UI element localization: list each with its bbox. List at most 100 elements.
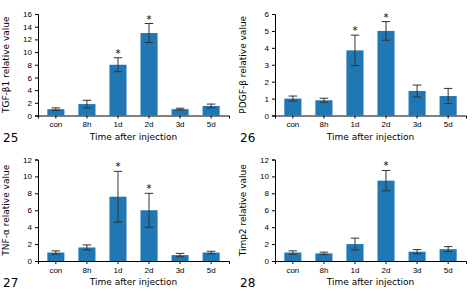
error-bar (52, 108, 61, 111)
tick-label: 8 (28, 189, 33, 198)
tick-label: 1d (351, 120, 360, 129)
y-axis: 0123456 (265, 10, 276, 121)
tick: 5d (444, 116, 453, 130)
tick-mark (55, 261, 56, 264)
x-axis-title: Time after injection (89, 277, 177, 287)
error-bar (289, 251, 298, 254)
plot-area: 0123456con8h1d2d3d5dTime after injection… (238, 10, 467, 141)
tick-label: 0 (265, 112, 270, 121)
tick: 12 (23, 156, 38, 165)
x-axis-title: Time after injection (326, 132, 414, 142)
axis-line (39, 262, 230, 265)
tick: 4 (265, 44, 275, 53)
tick-label: 0 (28, 257, 33, 266)
tick-label: 12 (23, 35, 32, 44)
tick: 4 (28, 223, 38, 232)
tick-mark (272, 193, 275, 194)
tick-label: 0 (265, 257, 270, 266)
axis-line (272, 160, 276, 262)
tick-label: con (286, 120, 299, 129)
tick-label: 8 (28, 61, 33, 70)
error-bar (444, 247, 453, 252)
tick-mark (272, 99, 275, 100)
tick: 8 (28, 61, 38, 70)
tick-label: 0 (28, 112, 33, 121)
tick-label: 6 (28, 206, 33, 215)
tick-mark (386, 116, 387, 119)
tick-mark (354, 261, 355, 264)
tick-label: 2d (145, 266, 154, 275)
tick: 3 (265, 61, 275, 70)
tick-label: 5d (207, 120, 216, 129)
tick: 6 (28, 73, 38, 82)
panel: 0123456con8h1d2d3d5dTime after injection… (238, 10, 467, 144)
tick: 10 (23, 172, 38, 181)
tick-label: 2d (145, 120, 154, 129)
tick: 12 (260, 156, 275, 165)
marks (47, 171, 219, 261)
tick-mark (149, 261, 150, 264)
tick-mark (272, 244, 275, 245)
tick-mark (35, 39, 38, 40)
tick-label: 8h (319, 120, 328, 129)
annotation: * (352, 25, 357, 36)
tick-label: 4 (28, 223, 33, 232)
tick: 0 (28, 257, 38, 266)
tick: 14 (23, 23, 38, 32)
tick-label: 8h (82, 266, 91, 275)
error-bar (114, 171, 123, 222)
tick-label: 8h (82, 120, 91, 129)
tick-mark (417, 261, 418, 264)
tick-mark (86, 116, 87, 119)
tick: 10 (260, 172, 275, 181)
tick-mark (35, 176, 38, 177)
tick: 5d (207, 116, 216, 130)
tick-mark (35, 14, 38, 15)
y-axis-title: PDGF-β relative value (238, 15, 248, 113)
tick: 2 (28, 240, 38, 249)
tick-mark (272, 82, 275, 83)
tick: con (49, 116, 62, 130)
x-axis: con8h1d2d3d5d (276, 261, 467, 275)
tick-label: 12 (23, 156, 32, 165)
error-bar (413, 85, 422, 97)
tick: 3d (176, 261, 185, 275)
error-bar (114, 58, 123, 72)
error-bar (207, 104, 216, 108)
tick: 3d (413, 116, 422, 130)
tick: 5d (207, 261, 216, 275)
tick: 2 (265, 240, 275, 249)
tick-mark (272, 116, 275, 117)
tick-label: 5 (265, 27, 270, 36)
panel: 024681012con8h1d2d3d5dTime after injecti… (1, 156, 230, 290)
tick: 4 (265, 223, 275, 232)
tick-mark (149, 116, 150, 119)
error-bar (289, 96, 298, 101)
tick-label: 1d (351, 266, 360, 275)
tick-mark (417, 116, 418, 119)
tick-label: 4 (28, 86, 33, 95)
tick: 5 (265, 27, 275, 36)
bar (377, 181, 394, 261)
error-bar (413, 250, 422, 254)
tick: 1 (265, 95, 275, 104)
tick-label: con (49, 120, 62, 129)
tick-mark (354, 116, 355, 119)
tick-label: 3d (176, 266, 185, 275)
x-axis-title: Time after injection (89, 132, 177, 142)
tick: 8h (82, 261, 91, 275)
tick: con (286, 261, 299, 275)
tick-label: 2 (28, 240, 33, 249)
error-bar (145, 193, 154, 227)
tick-mark (35, 103, 38, 104)
tick-label: 10 (23, 48, 32, 57)
annotation: * (147, 14, 152, 25)
tick-label: 6 (28, 73, 33, 82)
tick-mark (35, 160, 38, 161)
tick-mark (180, 261, 181, 264)
annotation: * (147, 183, 152, 194)
tick-mark (35, 52, 38, 53)
axis-line (35, 160, 39, 262)
tick: 6 (28, 206, 38, 215)
tick-mark (35, 193, 38, 194)
